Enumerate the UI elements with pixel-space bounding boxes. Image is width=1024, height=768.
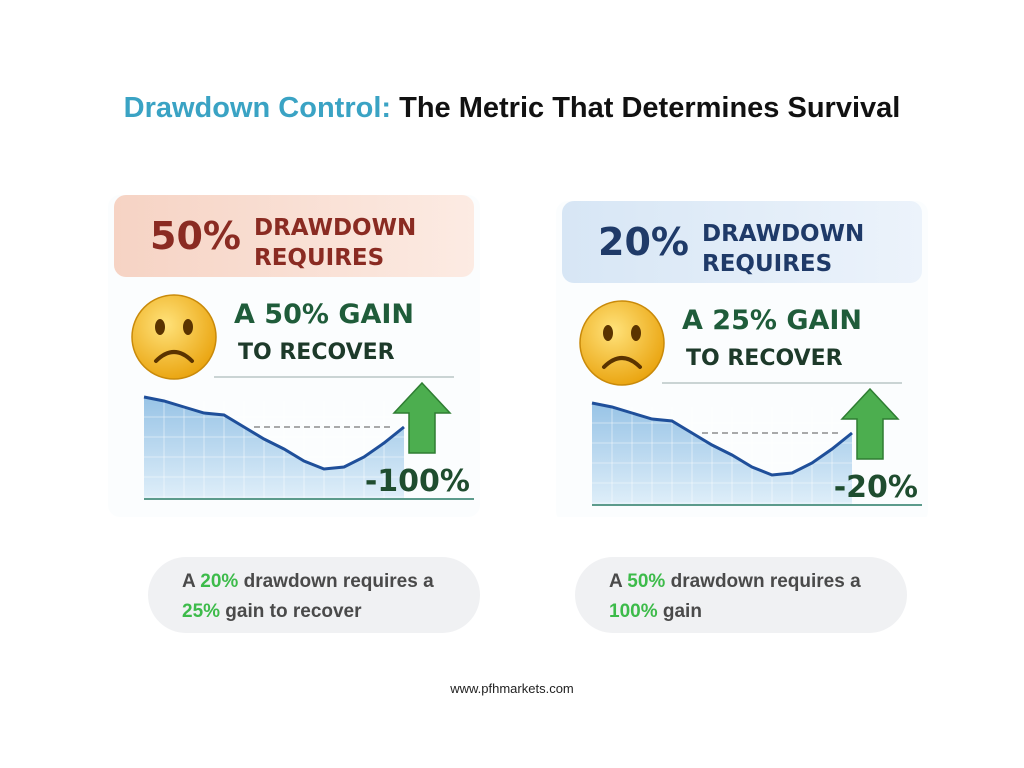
caption-highlight: 20% [200,571,239,592]
header-line: REQUIRES [254,245,384,271]
header-line: DRAWDOWN [254,215,416,241]
card: 50% DRAWDOWN REQUIRES A 50% GAIN TO RECOVER -… [108,195,480,517]
gain-line: TO RECOVER [686,346,843,371]
header-percent: 50% [150,214,241,258]
title: Drawdown Control: The Metric That Determ… [0,92,1024,125]
caption-highlight: 50% [627,571,666,592]
gain-line: A 50% GAIN [234,299,414,330]
card: 20% DRAWDOWN REQUIRES A 25% GAIN TO RECOVER -… [556,201,928,517]
eye [183,319,193,335]
chart-line [591,401,853,477]
card-header [562,201,922,283]
caption-text: gain to recover [220,601,362,622]
chart-line [143,395,405,471]
chart-area [592,403,852,505]
caption-text: drawdown requires a [665,571,866,592]
face [579,300,665,386]
chart-label: -100% [365,464,470,499]
caption: A 20% drawdown requires a 25% gain to re… [148,557,480,633]
chart-label: -20% [834,470,918,505]
footer: www.pfhmarkets.com [450,681,574,696]
header-line: DRAWDOWN [702,221,864,247]
card-header [114,195,474,277]
chart-area [144,397,404,499]
eye [603,325,613,341]
up-arrow [840,387,900,460]
caption: A 50% drawdown requires a 100% gain [575,557,907,633]
eye [631,325,641,341]
header-percent: 20% [598,220,689,264]
up-arrow [392,381,452,454]
caption-highlight: 25% [182,601,221,622]
caption-text: A [609,571,628,592]
caption-text: A [182,571,201,592]
caption-highlight: 100% [609,601,658,622]
title-rest: The Metric That Determines Survival [399,92,901,124]
header-line: REQUIRES [702,251,832,277]
face [131,294,217,380]
caption-text: drawdown requires a [238,571,439,592]
mouth [602,356,642,369]
title-highlight: Drawdown Control: [123,92,392,124]
eye [155,319,165,335]
caption-text: gain [657,601,702,622]
mouth [154,350,194,363]
gain-line: TO RECOVER [238,340,395,365]
gain-line: A 25% GAIN [682,305,862,336]
